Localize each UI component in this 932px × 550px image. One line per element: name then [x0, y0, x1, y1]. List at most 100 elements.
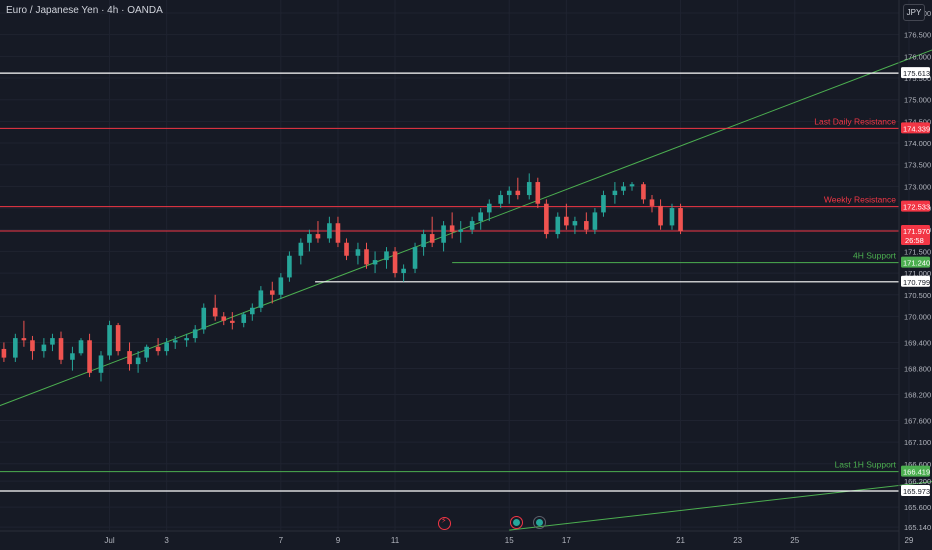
candle	[192, 325, 198, 343]
candle	[449, 212, 455, 239]
price-tick-label: 168.800	[904, 364, 931, 373]
candle-body	[658, 205, 663, 226]
price-label-text: 172.533	[903, 203, 930, 212]
candle-body	[449, 225, 455, 232]
candle	[78, 338, 84, 356]
level-label: Weekly Resistance	[824, 195, 896, 205]
candle	[287, 251, 292, 282]
price-label: 175.613	[901, 67, 930, 79]
candle-body	[641, 184, 646, 200]
candle	[412, 242, 418, 274]
trendline	[0, 49, 932, 407]
price-tick-label: 167.600	[904, 416, 931, 425]
earnings-flash-icon[interactable]	[438, 516, 451, 530]
candle	[515, 177, 521, 200]
level-label: Last Daily Resistance	[814, 116, 896, 126]
candle-body	[127, 351, 132, 365]
price-tick-label: 176.000	[904, 52, 931, 61]
price-label: 172.533	[901, 200, 930, 212]
candle	[364, 242, 369, 269]
candle	[278, 273, 284, 300]
candle-body	[344, 242, 349, 256]
candle	[212, 294, 218, 321]
candle-body	[87, 340, 92, 373]
candle	[584, 212, 589, 235]
time-axis[interactable]: 26Jul37911151721232529Aug571113	[0, 536, 932, 545]
candle	[184, 333, 189, 347]
price-tick-label: 170.000	[904, 312, 931, 321]
price-label-text: 171.970	[903, 227, 930, 236]
candle	[392, 247, 398, 278]
candle	[429, 216, 435, 248]
candle-body	[364, 249, 369, 265]
price-label-bg	[901, 67, 930, 79]
candle	[506, 186, 512, 204]
candle-body	[612, 190, 618, 196]
candle	[641, 182, 646, 204]
candle	[612, 182, 618, 204]
price-tick-label: 166.200	[904, 477, 931, 486]
candle-body	[70, 353, 75, 360]
candle-body	[107, 325, 112, 356]
economic-event-icon[interactable]	[510, 516, 523, 529]
candle-body	[535, 182, 541, 204]
candle	[172, 335, 178, 349]
candle-body	[429, 234, 435, 243]
candle-body	[572, 221, 578, 226]
time-tick-label: 21	[676, 536, 685, 545]
candle	[535, 177, 541, 209]
economic-event-icon[interactable]	[533, 516, 546, 529]
candle	[155, 338, 161, 356]
price-tick-label: 169.400	[904, 338, 931, 347]
candle	[649, 195, 655, 213]
candle	[621, 182, 626, 196]
candle-body	[201, 307, 207, 330]
candle	[201, 303, 207, 334]
candle	[678, 203, 683, 235]
candle	[127, 342, 132, 371]
candle-body	[441, 225, 446, 243]
price-tick-label: 166.600	[904, 460, 931, 469]
price-tick-label: 173.000	[904, 182, 931, 191]
candle	[344, 238, 349, 261]
candle	[478, 208, 483, 230]
candle-body	[629, 184, 635, 187]
candle-body	[335, 223, 341, 243]
candle-body	[258, 290, 264, 308]
candle	[592, 208, 598, 235]
price-label: 170.799	[901, 275, 930, 287]
candle	[298, 238, 304, 265]
candle-body	[584, 221, 589, 230]
candle	[98, 351, 104, 382]
candle	[241, 312, 247, 328]
candle-body	[421, 234, 426, 248]
candle	[401, 264, 406, 282]
price-tick-label: 170.500	[904, 291, 931, 300]
candle	[87, 333, 92, 378]
candle-body	[478, 212, 483, 222]
price-tick-label: 167.100	[904, 438, 931, 447]
candle-body	[544, 203, 549, 235]
candle-body	[50, 338, 55, 345]
candle-body	[1, 348, 7, 358]
candle	[384, 247, 389, 269]
candle-body	[327, 223, 332, 239]
candle-body	[221, 316, 227, 321]
time-tick-label: 25	[790, 536, 799, 545]
price-label: 166.419	[901, 465, 930, 477]
candle	[458, 221, 464, 243]
currency-button[interactable]: JPY	[903, 4, 925, 21]
candlestick-series	[1, 173, 683, 382]
candle-body	[412, 247, 418, 269]
price-label-text: 165.973	[903, 487, 930, 496]
candle	[21, 320, 27, 347]
candle	[70, 346, 75, 371]
candle-body	[278, 277, 284, 295]
candle	[498, 190, 503, 209]
candle-body	[135, 357, 141, 365]
candle-body	[601, 195, 606, 213]
candle	[658, 199, 663, 230]
candle-body	[41, 344, 47, 352]
candle-body	[21, 338, 27, 341]
